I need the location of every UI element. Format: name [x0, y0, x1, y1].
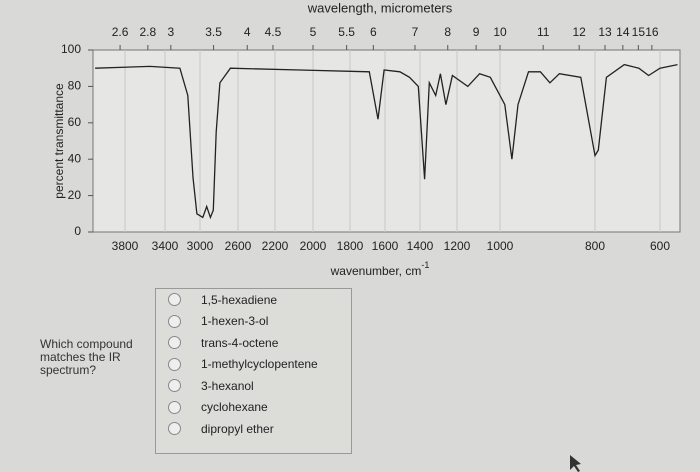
x2-tick-label: 14 — [616, 25, 630, 39]
radio-button[interactable] — [168, 314, 181, 328]
x2-tick-label: 5.5 — [338, 25, 355, 39]
x-tick-label: 3400 — [152, 239, 179, 253]
x2-tick-label: 15 — [632, 25, 646, 39]
option[interactable]: 1-hexen-3-ol — [168, 311, 351, 333]
question-prompt: Which compound matches the IR spectrum? — [40, 337, 133, 377]
radio-button[interactable] — [168, 357, 181, 371]
x2-tick-label: 13 — [598, 25, 612, 39]
x2-tick-label: 4 — [244, 25, 251, 39]
x-label-sup: -1 — [421, 260, 429, 270]
option-label: dipropyl ether — [201, 421, 274, 436]
option[interactable]: dipropyl ether — [168, 418, 351, 440]
option-label: cyclohexane — [201, 400, 268, 415]
y-tick-label: 80 — [68, 79, 82, 93]
option-label: 3-hexanol — [201, 378, 254, 393]
x-tick-label: 3000 — [187, 239, 214, 253]
x2-tick-label: 12 — [572, 25, 586, 39]
option-label: trans-4-octene — [201, 335, 279, 350]
x2-tick-label: 3 — [167, 25, 174, 39]
x-tick-label: 1400 — [407, 239, 434, 253]
x-tick-label: 1600 — [372, 239, 399, 253]
option[interactable]: 1,5-hexadiene — [168, 289, 351, 311]
option[interactable]: trans-4-octene — [168, 332, 351, 354]
y-label: percent transmittance — [52, 83, 66, 199]
option-label: 1-methylcyclopentene — [201, 357, 318, 372]
radio-button[interactable] — [168, 400, 181, 414]
x2-tick-label: 5 — [310, 25, 317, 39]
x2-tick-label: 9 — [473, 25, 480, 39]
x2-tick-label: 7 — [412, 25, 419, 39]
y-tick-label: 60 — [68, 115, 82, 129]
x-tick-label: 2600 — [225, 239, 252, 253]
x-tick-label: 1800 — [337, 239, 364, 253]
radio-button[interactable] — [168, 336, 181, 350]
x2-tick-label: 10 — [493, 25, 507, 39]
radio-button[interactable] — [168, 422, 181, 436]
y-tick-label: 20 — [68, 188, 82, 202]
y-tick-label: 100 — [61, 42, 81, 56]
x-tick-label: 1200 — [444, 239, 471, 253]
cursor — [570, 455, 581, 472]
x2-tick-label: 2.6 — [112, 25, 129, 39]
spectrum-line — [95, 63, 678, 220]
x2-tick-label: 3.5 — [205, 25, 222, 39]
x-tick-label: 2200 — [262, 239, 289, 253]
option[interactable]: cyclohexane — [168, 397, 351, 419]
x2-tick-label: 4.5 — [265, 25, 282, 39]
option[interactable]: 3-hexanol — [168, 375, 351, 397]
x-tick-label: 3800 — [112, 239, 139, 253]
x2-tick-label: 16 — [645, 25, 659, 39]
option[interactable]: 1-methylcyclopentene — [168, 354, 351, 376]
radio-button[interactable] — [168, 293, 181, 307]
x-tick-label: 800 — [585, 239, 605, 253]
x2-tick-label: 11 — [537, 25, 550, 39]
radio-button[interactable] — [168, 379, 181, 393]
x-tick-label: 1000 — [487, 239, 514, 253]
x2-tick-label: 2.8 — [140, 25, 157, 39]
x2-label: wavelength, micrometers — [307, 0, 453, 15]
x-label-main: wavenumber, cm — [330, 264, 422, 278]
option-label: 1,5-hexadiene — [201, 292, 278, 307]
x2-tick-label: 6 — [370, 25, 377, 39]
y-tick-label: 40 — [68, 151, 82, 165]
x2-tick-label: 8 — [444, 25, 451, 39]
x-tick-label: 2000 — [300, 239, 327, 253]
x-label: wavenumber, cm-1 — [330, 260, 430, 278]
y-tick-label: 0 — [74, 224, 81, 238]
x-tick-label: 600 — [650, 239, 670, 253]
options-box: 1,5-hexadiene 1-hexen-3-ol trans-4-octene 1… — [155, 288, 352, 454]
option-label: 1-hexen-3-ol — [201, 314, 269, 329]
